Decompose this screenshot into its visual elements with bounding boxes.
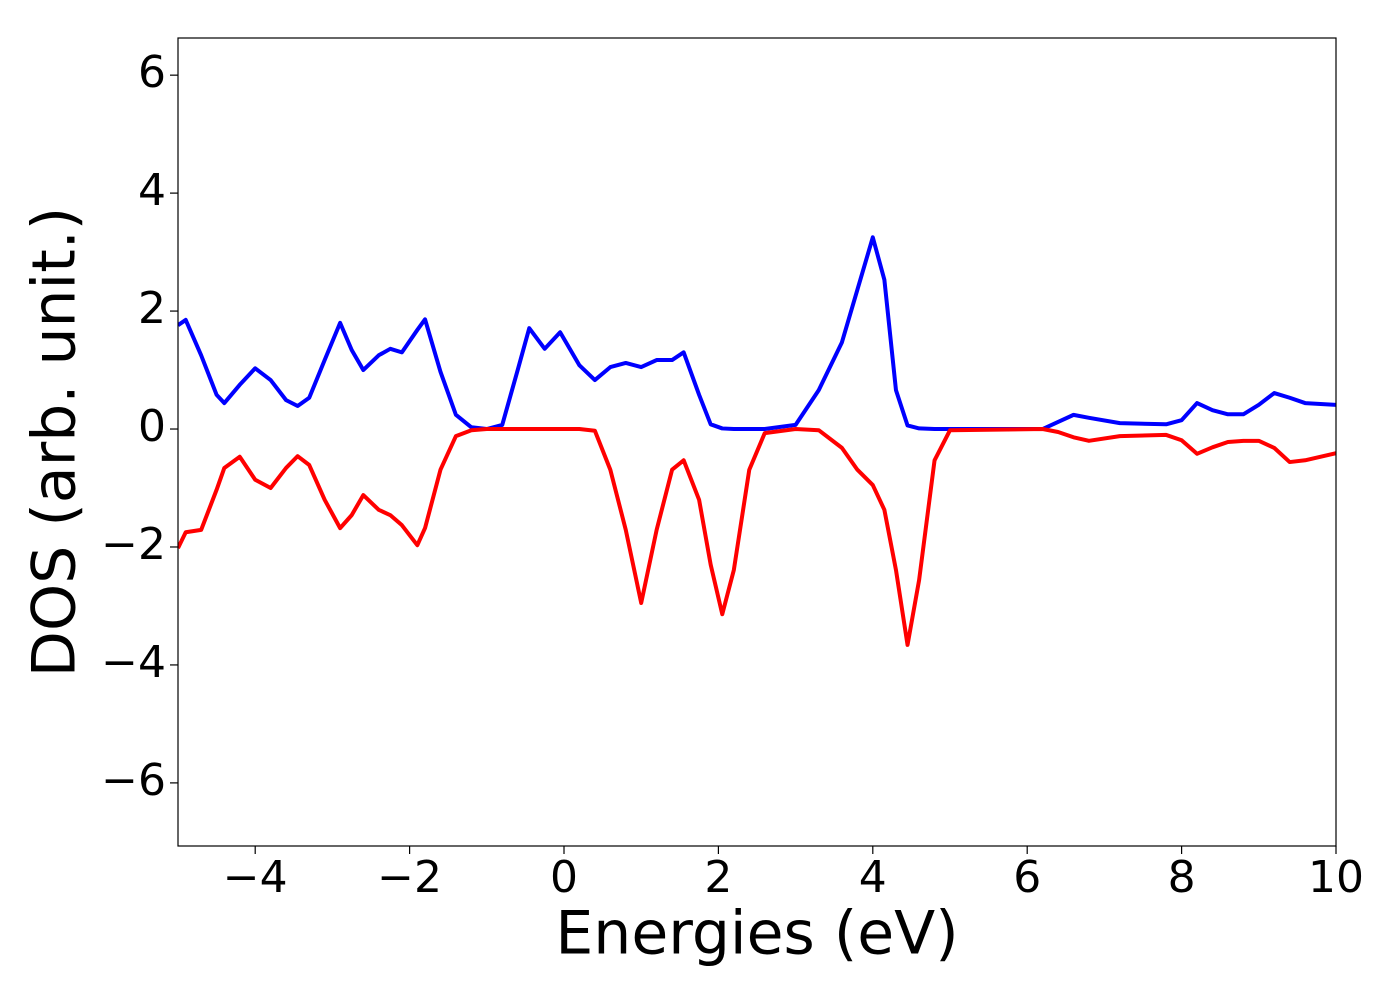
dos-line [178,427,1336,647]
x-tick-label: −2 [377,852,442,903]
x-axis-label: Energies (eV) [555,899,958,969]
dos-line [178,235,1336,432]
y-tick-label: −4 [101,637,166,688]
plot-area [178,235,1336,647]
x-tick-label: −4 [223,852,288,903]
y-tick-label: 0 [138,401,166,452]
x-tick-label: 10 [1308,852,1364,903]
y-axis-label: DOS (arb. unit.) [20,207,90,677]
y-tick-label: −2 [101,519,166,570]
y-tick-label: 2 [138,283,166,334]
x-tick-label: 4 [859,852,887,903]
plot-frame [177,37,1337,847]
y-tick-label: 4 [138,165,166,216]
x-tick-label: 2 [704,852,732,903]
y-tick-label: 6 [138,47,166,98]
x-tick-label: 0 [550,852,578,903]
x-tick-label: 6 [1013,852,1041,903]
x-tick-label: 8 [1168,852,1196,903]
y-tick-label: −6 [101,755,166,806]
